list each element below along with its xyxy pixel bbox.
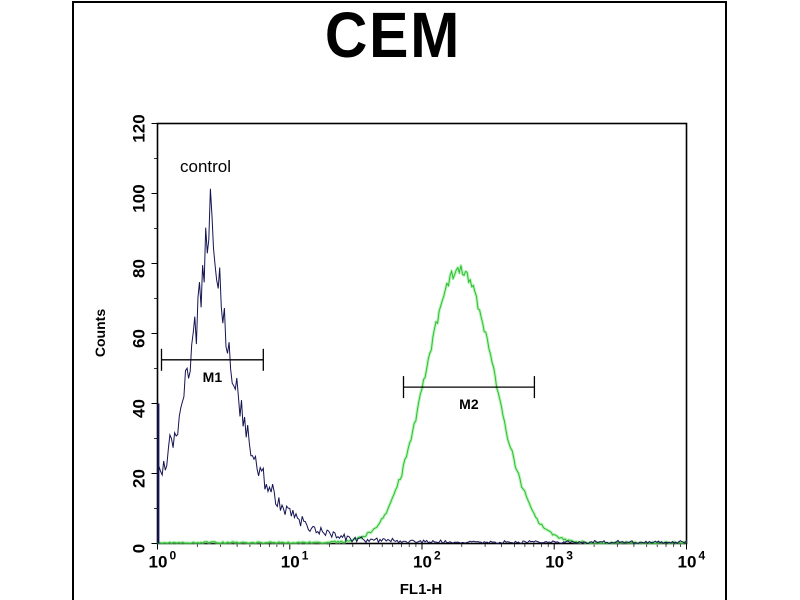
svg-text:80: 80 [130, 259, 149, 278]
svg-text:40: 40 [130, 399, 149, 418]
svg-text:0: 0 [130, 544, 149, 553]
svg-text:2: 2 [434, 549, 441, 563]
svg-text:4: 4 [699, 549, 706, 563]
svg-text:M2: M2 [459, 396, 479, 412]
svg-text:Counts: Counts [92, 309, 108, 357]
svg-text:60: 60 [130, 329, 149, 348]
svg-text:120: 120 [130, 114, 149, 142]
svg-text:100: 100 [130, 184, 149, 212]
svg-text:10: 10 [281, 553, 300, 572]
svg-text:20: 20 [130, 469, 149, 488]
svg-text:10: 10 [413, 553, 432, 572]
svg-text:FL1-H: FL1-H [400, 581, 443, 598]
svg-text:10: 10 [545, 553, 564, 572]
svg-text:control: control [180, 157, 231, 176]
svg-text:1: 1 [302, 549, 309, 563]
svg-text:3: 3 [566, 549, 573, 563]
svg-text:10: 10 [149, 553, 168, 572]
svg-text:0: 0 [170, 549, 177, 563]
svg-text:10: 10 [678, 553, 697, 572]
svg-text:M1: M1 [203, 369, 223, 385]
